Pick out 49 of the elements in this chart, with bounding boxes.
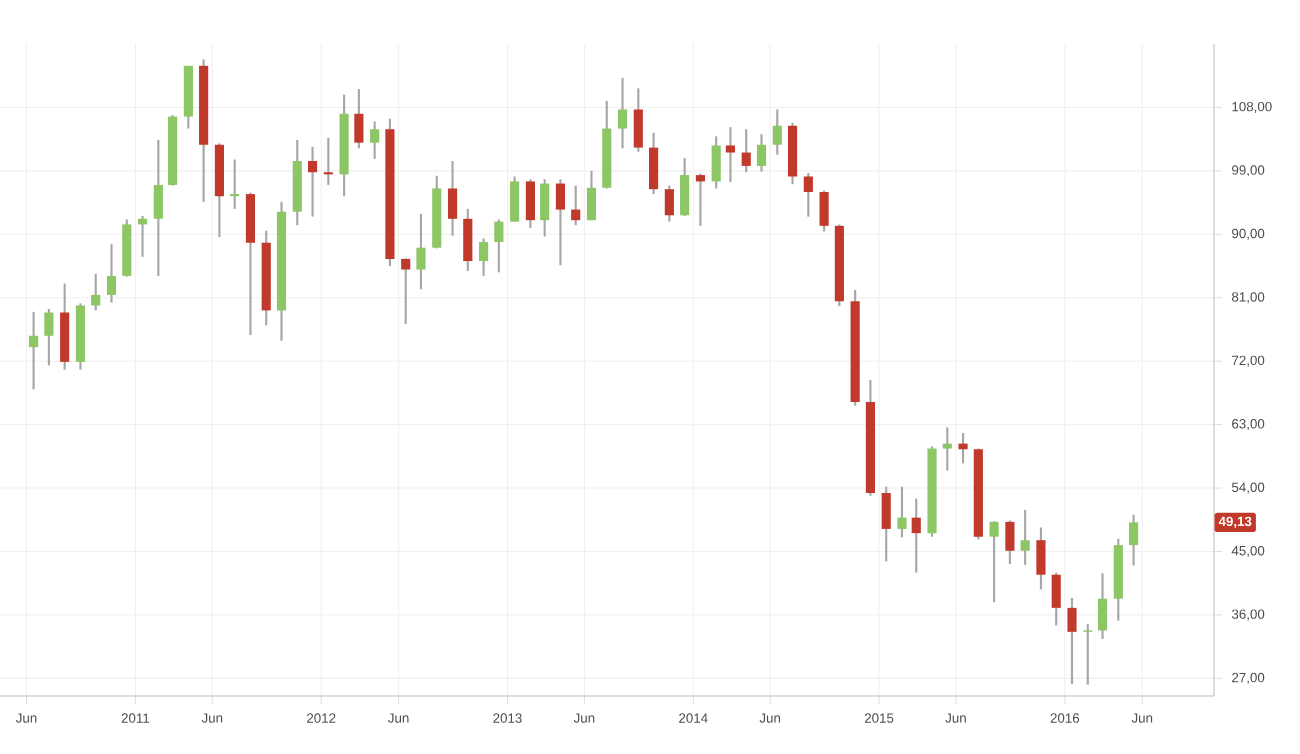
candlestick xyxy=(711,135,721,190)
candlestick xyxy=(555,178,566,267)
candlestick xyxy=(510,175,520,223)
candlestick xyxy=(664,184,674,223)
candlestick xyxy=(416,212,426,291)
candlestick xyxy=(617,76,628,150)
candlestick xyxy=(680,157,690,218)
candlestick xyxy=(1097,572,1108,640)
candlestick xyxy=(897,485,907,539)
candlestick xyxy=(370,120,380,160)
candlestick xyxy=(323,136,333,187)
candlestick xyxy=(354,88,364,150)
candlestick xyxy=(756,133,767,173)
candlestick xyxy=(463,207,473,273)
candlestick xyxy=(230,158,240,210)
candlestick xyxy=(958,431,968,465)
candlestick xyxy=(525,178,535,230)
candlestick xyxy=(633,87,643,153)
candlestick xyxy=(741,128,751,174)
candlestick xyxy=(1036,526,1046,591)
candlestick xyxy=(540,178,550,238)
candlestick xyxy=(1020,508,1030,566)
candlestick xyxy=(803,171,813,218)
candlestick xyxy=(1128,513,1139,567)
candlestick xyxy=(881,485,891,563)
candlestick xyxy=(1067,596,1077,686)
candlestick xyxy=(1083,623,1093,686)
candlestick xyxy=(989,520,999,604)
candlestick xyxy=(307,145,318,218)
candlestick xyxy=(819,189,829,233)
candlestick xyxy=(106,243,117,304)
candlestick xyxy=(1005,519,1015,566)
candlestick xyxy=(942,426,952,472)
candlestick xyxy=(571,184,581,227)
candlestick xyxy=(649,131,659,196)
candlestick xyxy=(911,497,921,574)
candlestick xyxy=(29,310,39,391)
candlestick xyxy=(725,126,736,184)
candlestick xyxy=(478,237,489,277)
candlestick xyxy=(447,159,458,237)
candlestick xyxy=(401,257,411,325)
candlestick xyxy=(91,272,101,312)
candlestick xyxy=(153,138,163,277)
candlestick xyxy=(695,172,705,227)
candlestick xyxy=(494,218,504,274)
candlestick xyxy=(1051,571,1061,627)
candlestick xyxy=(586,169,597,222)
candlestick xyxy=(772,108,782,156)
candlestick xyxy=(44,307,54,367)
